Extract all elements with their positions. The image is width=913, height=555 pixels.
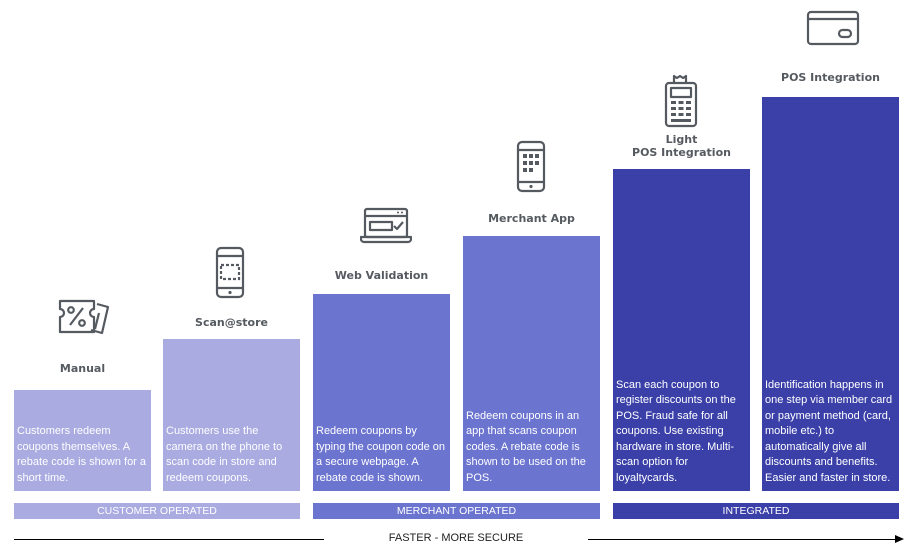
stage-title-pos-integration: POS Integration	[781, 71, 880, 84]
axis-arrowhead	[895, 535, 904, 543]
coupon-icon	[57, 298, 111, 336]
stage-bar-light-pos-integration: Scan each coupon to register discounts o…	[613, 169, 750, 491]
stage-title-merchant-app: Merchant App	[488, 212, 575, 225]
stage-bar-pos-integration: Identification happens in one step via m…	[762, 97, 899, 491]
stage-description: Scan each coupon to register discounts o…	[616, 378, 736, 484]
axis-line-left	[14, 539, 324, 540]
stage-title-web-validation: Web Validation	[334, 269, 429, 282]
group-band-merchant-operated: MERCHANT OPERATED	[313, 503, 600, 519]
browser-check-icon	[360, 207, 412, 245]
stage-bar-manual: Customers redeem coupons themselves. A r…	[14, 390, 151, 491]
phone-scan-icon	[215, 246, 245, 300]
phone-app-icon	[516, 140, 546, 194]
axis-line-right	[588, 539, 896, 540]
stage-description: Redeem coupons in an app that scans coup…	[466, 409, 586, 484]
credit-card-icon	[806, 10, 860, 46]
stage-description: Identification happens in one step via m…	[765, 378, 893, 484]
stage-bar-merchant-app: Redeem coupons in an app that scans coup…	[463, 236, 600, 491]
axis-label: FASTER - MORE SECURE	[388, 532, 524, 544]
stage-title-scan-at-store: Scan@store	[195, 316, 268, 329]
pos-terminal-icon	[663, 73, 699, 129]
stage-bar-web-validation: Redeem coupons by typing the coupon code…	[313, 294, 450, 491]
stage-description: Redeem coupons by typing the coupon code…	[316, 425, 446, 484]
group-band-customer-operated: CUSTOMER OPERATED	[14, 503, 300, 519]
stage-bar-scan-at-store: Customers use the camera on the phone to…	[163, 339, 300, 491]
stage-description: Customers redeem coupons themselves. A r…	[17, 425, 147, 484]
stage-title-light-pos-integration: Light POS Integration	[632, 133, 731, 159]
stage-title-manual: Manual	[59, 362, 106, 375]
group-band-integrated: INTEGRATED	[613, 503, 899, 519]
stage-description: Customers use the camera on the phone to…	[166, 425, 283, 484]
